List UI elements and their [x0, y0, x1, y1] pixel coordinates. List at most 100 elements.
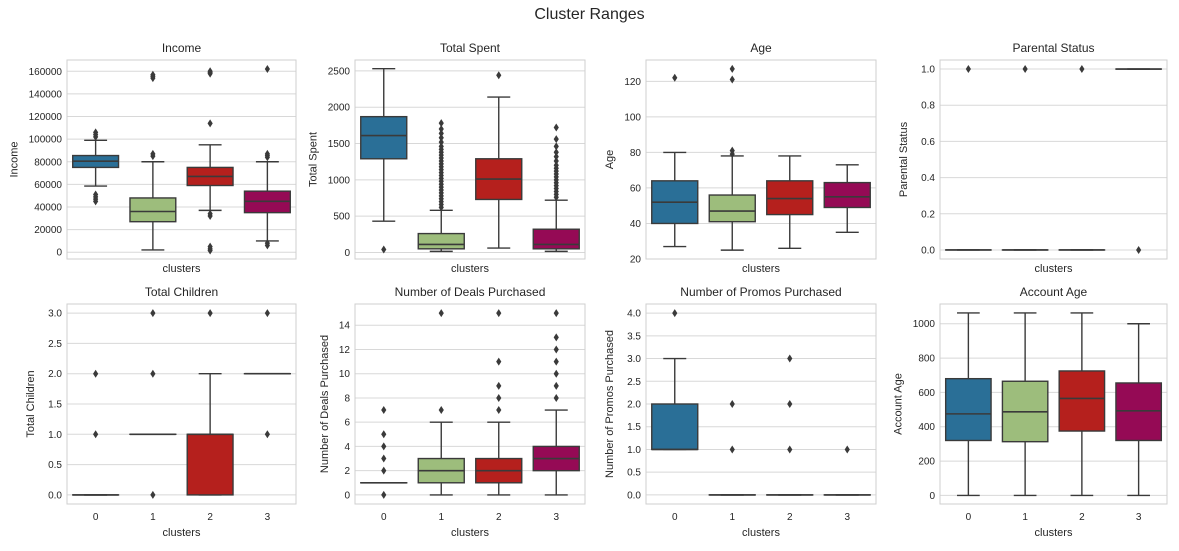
- y-tick-label: 3.0: [627, 354, 641, 365]
- y-tick-label: 400: [918, 422, 935, 433]
- y-tick-label: 800: [918, 354, 935, 365]
- outlier-point: [207, 119, 213, 128]
- box-cluster-0: 0: [651, 309, 699, 523]
- outlier-point: [496, 406, 502, 415]
- outlier-point: [150, 309, 156, 318]
- y-tick-label: 500: [333, 212, 350, 223]
- y-tick-label: 1500: [328, 139, 351, 150]
- box-iqr: [944, 377, 992, 442]
- box-cluster-1: [1001, 65, 1049, 251]
- outlier-point: [381, 442, 387, 451]
- box-cluster-2: 2: [186, 309, 234, 523]
- x-tick-label: 1: [150, 512, 156, 523]
- plot-frame: [354, 303, 586, 505]
- y-tick-label: 60: [630, 183, 642, 194]
- outlier-point: [553, 381, 559, 390]
- outlier-point: [150, 490, 156, 499]
- outlier-point: [438, 142, 444, 151]
- outlier-point: [150, 149, 156, 158]
- subplot-title: Total Children: [145, 285, 218, 299]
- subplot-1: 0 20000 40000 60000 80000 100000 120000 140000 1…: [8, 41, 297, 275]
- outlier-point: [1022, 65, 1028, 74]
- y-tick-label: 100000: [29, 135, 63, 146]
- y-tick-label: 1.5: [48, 400, 62, 411]
- box-cluster-3: 3: [1115, 323, 1163, 523]
- outlier-point: [381, 466, 387, 475]
- outlier-point: [207, 242, 213, 251]
- outlier-point: [553, 333, 559, 342]
- x-axis-label: clusters: [1035, 263, 1073, 275]
- plot-frame: [645, 303, 877, 505]
- y-tick-label: 3.5: [627, 331, 641, 342]
- box-cluster-1: 1: [417, 309, 465, 523]
- y-axis-label: Income: [8, 141, 20, 177]
- subplot-title: Number of Promos Purchased: [680, 285, 841, 299]
- outlier-point: [553, 156, 559, 165]
- y-tick-label: 2000: [328, 103, 351, 114]
- box-iqr: [532, 228, 580, 250]
- x-axis-label: clusters: [163, 527, 201, 539]
- y-tick-label: 6: [344, 418, 350, 429]
- box-cluster-1: 1: [1001, 312, 1049, 523]
- outlier-point: [381, 406, 387, 415]
- box-cluster-3: 3: [243, 309, 291, 523]
- x-tick-label: 3: [553, 512, 559, 523]
- box-iqr: [823, 181, 871, 209]
- y-tick-label: 10: [339, 369, 351, 380]
- outlier-point: [150, 369, 156, 378]
- box-cluster-2: [766, 155, 814, 250]
- outlier-point: [729, 75, 735, 84]
- box-iqr: [186, 433, 234, 496]
- x-tick-label: 3: [1136, 512, 1142, 523]
- y-tick-label: 20: [630, 255, 642, 266]
- y-tick-label: 60000: [34, 180, 62, 191]
- outlier-point: [729, 146, 735, 155]
- y-axis-label: Total Spent: [308, 132, 320, 187]
- y-tick-label: 40000: [34, 202, 62, 213]
- outlier-point: [553, 161, 559, 170]
- x-axis-label: clusters: [451, 527, 489, 539]
- outlier-point: [438, 138, 444, 147]
- y-tick-label: 140000: [29, 89, 63, 100]
- y-tick-label: 1.0: [921, 65, 935, 76]
- outlier-point: [438, 124, 444, 133]
- outlier-point: [438, 133, 444, 142]
- outlier-point: [672, 73, 678, 82]
- outlier-point: [93, 128, 99, 137]
- x-tick-label: 0: [381, 512, 387, 523]
- subplot-2: 0 500 1000 1500 2000 2500 Total Spent clusters T…: [308, 41, 586, 275]
- y-tick-label: 0: [344, 490, 350, 501]
- box-cluster-1: 1: [708, 400, 756, 523]
- y-tick-label: 8: [344, 393, 350, 404]
- outlier-point: [150, 70, 156, 79]
- box-cluster-3: [243, 65, 291, 250]
- outlier-point: [93, 430, 99, 439]
- box-cluster-0: 0: [944, 312, 992, 523]
- box-iqr: [766, 180, 814, 216]
- y-axis-label: Age: [604, 150, 616, 170]
- y-tick-label: 160000: [29, 67, 63, 78]
- outlier-point: [381, 430, 387, 439]
- outlier-point: [553, 123, 559, 132]
- outlier-point: [965, 65, 971, 74]
- subplot-4: 0.0 0.2 0.4 0.6 0.8 1.0 Parental Status cluster…: [898, 41, 1168, 275]
- outlier-point: [553, 393, 559, 402]
- outlier-point: [207, 309, 213, 318]
- box-cluster-2: 2: [1058, 312, 1106, 523]
- box-cluster-0: 0: [72, 369, 120, 523]
- subplot-title: Age: [750, 41, 772, 55]
- outlier-point: [438, 406, 444, 415]
- outlier-point: [787, 400, 793, 408]
- x-tick-label: 2: [496, 512, 502, 523]
- x-tick-label: 0: [966, 512, 972, 523]
- subplot-title: Total Spent: [440, 41, 501, 55]
- subplot-8: 0 200 400 600 800 1000 0 1 2 3 Account Age clusters…: [893, 285, 1168, 539]
- x-tick-label: 0: [93, 512, 99, 523]
- y-tick-label: 4: [344, 442, 350, 453]
- box-cluster-3: [1115, 68, 1163, 254]
- y-tick-label: 1000: [328, 175, 351, 186]
- box-cluster-1: [129, 70, 177, 251]
- outlier-point: [264, 149, 270, 158]
- box-cluster-0: [944, 65, 992, 251]
